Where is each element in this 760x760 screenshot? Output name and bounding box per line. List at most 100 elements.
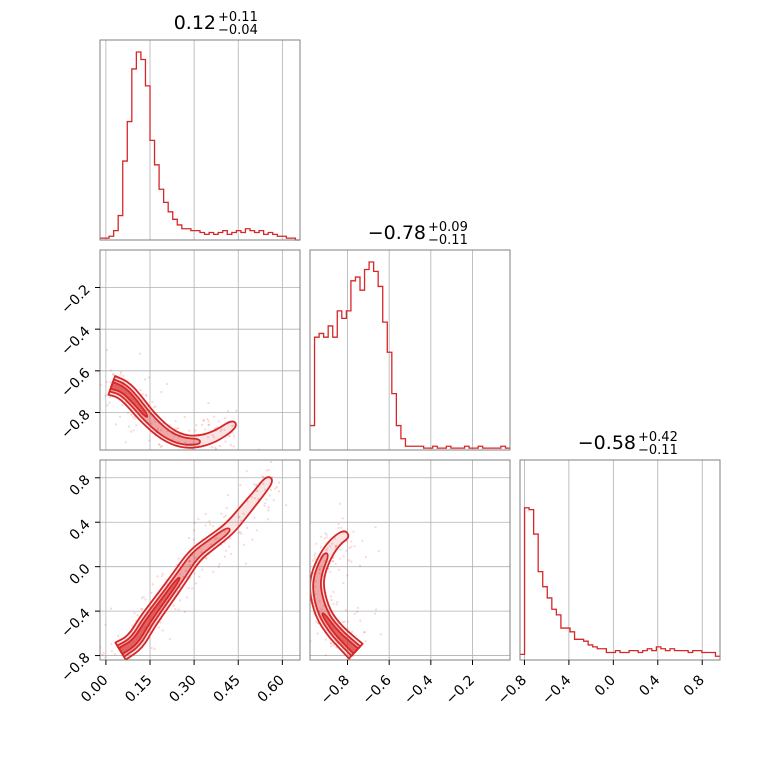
- sample-point: [141, 608, 144, 611]
- sample-point: [101, 653, 104, 657]
- sample-point: [193, 521, 196, 525]
- sample-point: [114, 423, 117, 426]
- sample-point: [269, 488, 273, 492]
- sample-point: [307, 609, 309, 611]
- sample-point: [150, 422, 153, 425]
- sample-point: [124, 441, 127, 444]
- sample-point: [190, 455, 192, 457]
- sample-point: [339, 548, 342, 551]
- sample-point: [136, 614, 139, 617]
- sample-point: [194, 429, 197, 432]
- sample-point: [205, 465, 207, 467]
- sample-point: [117, 634, 120, 638]
- sample-point: [314, 552, 317, 555]
- sample-point: [206, 436, 210, 439]
- sample-point: [345, 549, 348, 552]
- sample-point: [105, 380, 108, 384]
- sample-point: [303, 631, 305, 633]
- histogram-2: [520, 507, 720, 657]
- title-0-minus: −0.04: [218, 23, 258, 38]
- sample-point: [212, 434, 215, 437]
- sample-point: [261, 475, 264, 478]
- sample-point: [223, 461, 225, 463]
- sample-point: [313, 554, 316, 557]
- sample-point: [320, 608, 323, 611]
- x-tick-label: 0.8: [681, 672, 708, 699]
- sample-point: [256, 489, 259, 492]
- sample-point: [96, 644, 98, 646]
- sample-point: [104, 623, 107, 626]
- sample-point: [144, 378, 147, 381]
- sample-point: [214, 537, 217, 541]
- sample-point: [104, 394, 107, 397]
- sample-point: [334, 545, 337, 548]
- sample-point: [325, 536, 328, 539]
- sample-point: [225, 506, 228, 509]
- sample-point: [306, 573, 308, 575]
- sample-point: [312, 559, 315, 562]
- sample-point: [302, 598, 304, 600]
- sample-point: [278, 481, 281, 484]
- sample-point: [237, 515, 240, 518]
- sample-point: [161, 629, 164, 632]
- sample-point: [220, 428, 223, 431]
- sample-point: [225, 549, 228, 552]
- sample-point: [110, 650, 113, 653]
- sample-point: [212, 415, 216, 418]
- sample-point: [156, 575, 159, 578]
- sample-point: [306, 603, 308, 605]
- sample-point: [119, 662, 121, 664]
- title-2-plus: +0.42: [638, 430, 678, 445]
- sample-point: [240, 532, 243, 535]
- sample-point: [204, 428, 207, 431]
- sample-point: [209, 543, 212, 546]
- x-tick-label: −0.8: [495, 672, 530, 707]
- sample-point: [316, 632, 319, 635]
- sample-point: [144, 393, 147, 396]
- sample-point: [271, 475, 274, 478]
- sample-point: [204, 513, 207, 516]
- sample-point: [110, 642, 113, 645]
- sample-point: [268, 494, 271, 497]
- sample-point: [179, 572, 182, 576]
- sample-point: [344, 609, 347, 612]
- sample-point: [231, 432, 234, 435]
- sample-point: [150, 591, 153, 594]
- sample-point: [151, 583, 154, 586]
- sample-point: [353, 545, 356, 548]
- sample-point: [274, 487, 277, 490]
- sample-point: [156, 427, 159, 430]
- sample-point: [307, 562, 309, 564]
- sample-point: [218, 444, 221, 448]
- sample-point: [133, 612, 136, 615]
- sample-point: [230, 552, 233, 556]
- sample-point: [105, 349, 108, 352]
- sample-point: [197, 444, 200, 447]
- sample-point: [264, 488, 267, 491]
- sample-point: [184, 569, 187, 572]
- sample-point: [323, 559, 326, 563]
- sample-point: [202, 419, 205, 422]
- sample-point: [302, 562, 304, 564]
- sample-point: [356, 610, 359, 613]
- panel-frame: [309, 459, 511, 661]
- sample-point: [104, 656, 107, 659]
- x-tick-label: 0.4: [636, 672, 663, 699]
- sample-point: [158, 443, 161, 446]
- sample-point: [217, 420, 220, 423]
- contour-panel-1-2: [294, 502, 382, 660]
- sample-point: [188, 560, 191, 563]
- sample-point: [174, 420, 177, 423]
- sample-point: [166, 382, 169, 386]
- x-tick-label: 0.00: [78, 672, 111, 705]
- sample-point: [331, 560, 334, 563]
- sample-point: [278, 490, 281, 493]
- sample-point: [329, 645, 332, 648]
- x-tick-label: −0.2: [443, 672, 478, 707]
- sample-point: [187, 586, 190, 590]
- sample-point: [109, 381, 112, 384]
- y-tick-label: −0.6: [58, 365, 93, 400]
- sample-point: [220, 512, 223, 515]
- sample-point: [160, 445, 163, 448]
- sample-point: [294, 582, 296, 584]
